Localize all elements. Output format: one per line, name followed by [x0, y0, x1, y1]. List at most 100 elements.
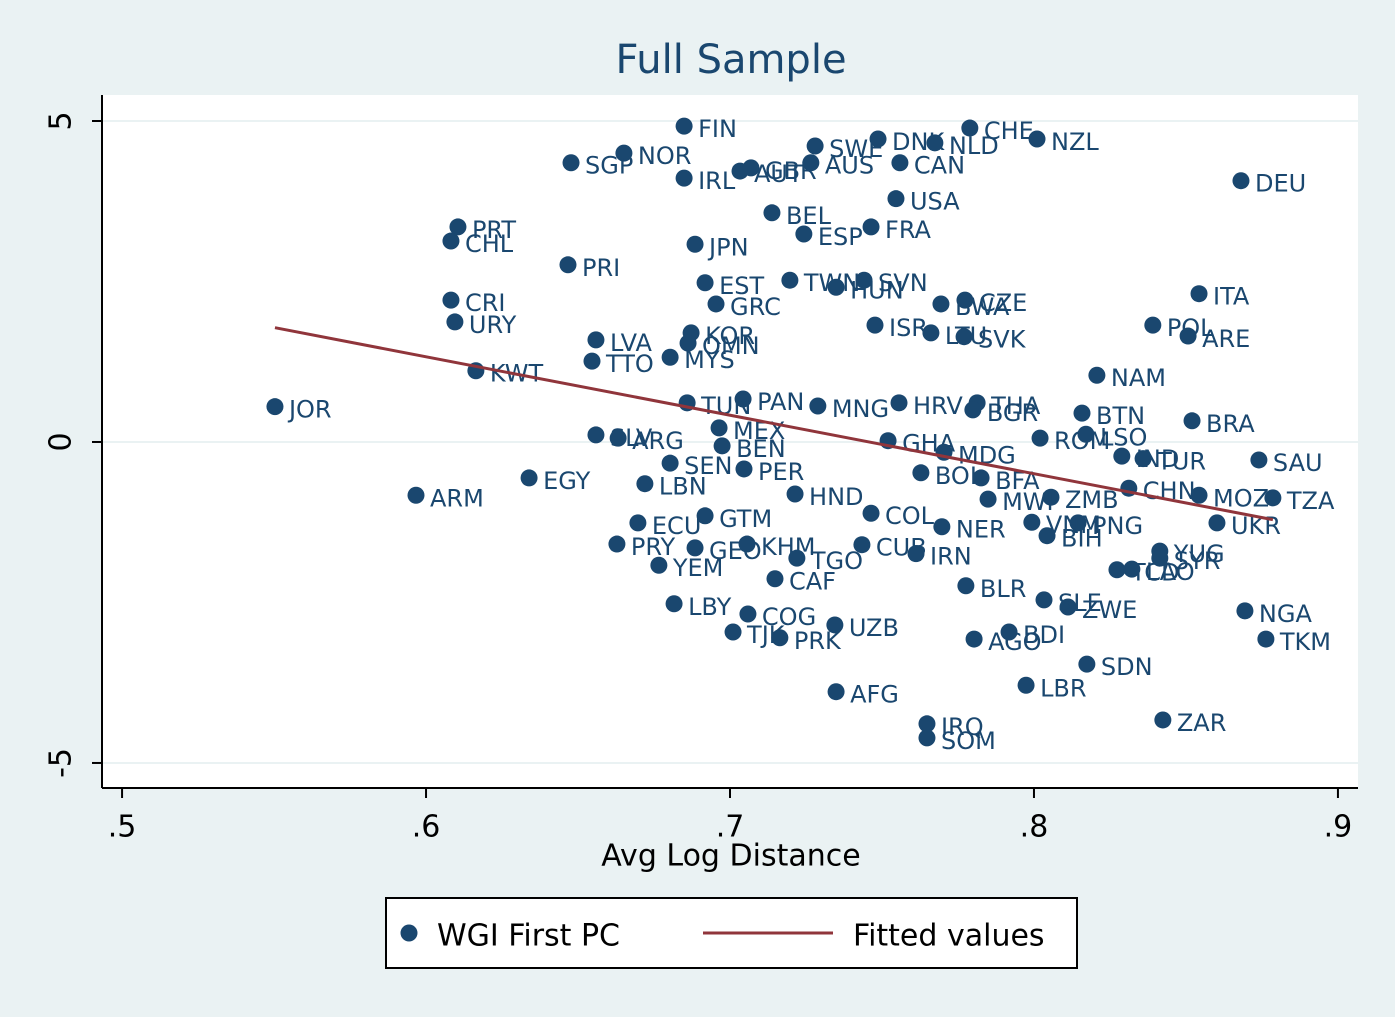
point-label: EGY: [543, 467, 591, 495]
point: [1088, 366, 1106, 384]
point: [932, 295, 950, 313]
point-label: PRY: [631, 533, 676, 561]
point-label: SDN: [1101, 653, 1153, 681]
point: [1190, 285, 1208, 303]
point: [446, 313, 464, 331]
point-label: TCD: [1130, 559, 1180, 587]
point: [734, 390, 752, 408]
point-label: PRT: [472, 216, 516, 244]
point-label: BTN: [1096, 402, 1145, 430]
point-label: NER: [956, 516, 1006, 544]
point-label: SLE: [1058, 589, 1102, 617]
point: [869, 130, 887, 148]
point: [1151, 549, 1169, 567]
point: [650, 556, 668, 574]
point: [1042, 488, 1060, 506]
point: [891, 154, 909, 172]
point-label: IRN: [930, 543, 972, 571]
point-label: JPN: [707, 233, 749, 261]
point: [629, 514, 647, 532]
point-label: KHM: [761, 533, 816, 561]
point-label: BRA: [1206, 410, 1255, 438]
point: [1108, 561, 1126, 579]
point-label: GTM: [719, 505, 772, 533]
point: [713, 437, 731, 455]
point: [407, 486, 425, 504]
point: [636, 475, 654, 493]
point-label: CAN: [914, 152, 965, 180]
point-label: AFG: [850, 681, 899, 709]
point: [1264, 489, 1282, 507]
point-label: SVN: [878, 269, 928, 297]
point-label: URY: [469, 311, 517, 339]
point-label: NLD: [949, 132, 999, 160]
point-label: PAN: [757, 388, 804, 416]
point-label: USA: [910, 188, 960, 216]
point: [890, 394, 908, 412]
point: [866, 316, 884, 334]
point-label: ZMB: [1065, 486, 1119, 514]
point-label: CAF: [789, 568, 836, 596]
point-label: LBN: [659, 473, 707, 501]
point-label: MYS: [684, 346, 735, 374]
point-label: BLR: [980, 575, 1027, 603]
point: [587, 331, 605, 349]
point-label: TZA: [1286, 487, 1335, 515]
point-label: BGR: [987, 399, 1038, 427]
point: [922, 324, 940, 342]
point: [738, 535, 756, 553]
point-label: TKM: [1279, 628, 1331, 656]
point-label: CHL: [465, 230, 514, 258]
point: [763, 204, 781, 222]
point: [449, 218, 467, 236]
point: [608, 535, 626, 553]
point: [1134, 450, 1152, 468]
point-label: JOR: [287, 396, 332, 424]
point-label: CZE: [979, 289, 1027, 317]
point: [887, 190, 905, 208]
x-tick-label: .9: [1324, 810, 1353, 845]
point: [679, 334, 697, 352]
point-label: ESP: [818, 223, 863, 251]
x-tick-label: .6: [412, 810, 441, 845]
point-label: FRA: [885, 216, 932, 244]
point-label: ISR: [889, 314, 928, 342]
x-tick-label: .8: [1020, 810, 1049, 845]
point-label: HUN: [850, 276, 904, 304]
point: [907, 545, 925, 563]
point-label: SAU: [1273, 449, 1323, 477]
point-label: ARM: [430, 484, 484, 512]
point-label: NOR: [638, 142, 692, 170]
point-label: UZB: [849, 614, 899, 642]
point: [696, 274, 714, 292]
point: [1069, 514, 1087, 532]
point-label: CHE: [984, 117, 1034, 145]
point-label: GRC: [730, 293, 781, 321]
point-label: AUS: [825, 152, 874, 180]
point-label: LAO: [1146, 558, 1195, 586]
x-tick-label: .5: [108, 810, 137, 845]
point: [918, 715, 936, 733]
point: [520, 469, 538, 487]
point: [1059, 598, 1077, 616]
point-label: HRV: [913, 392, 963, 420]
point: [559, 256, 577, 274]
point: [707, 295, 725, 313]
y-tick-label: -5: [44, 748, 79, 778]
point-label: AUT: [754, 160, 803, 188]
point-label: PER: [758, 458, 804, 486]
point: [1031, 429, 1049, 447]
point: [1000, 623, 1018, 641]
point-label: MOZ: [1213, 484, 1269, 512]
point-label: EST: [719, 272, 764, 300]
point-label: CRI: [465, 289, 506, 317]
point-label: LBR: [1040, 674, 1087, 702]
point: [855, 271, 873, 289]
point-label: VNM: [1046, 511, 1101, 539]
point: [853, 536, 871, 554]
point: [788, 549, 806, 567]
point: [972, 469, 990, 487]
point: [675, 117, 693, 135]
point: [1017, 676, 1035, 694]
